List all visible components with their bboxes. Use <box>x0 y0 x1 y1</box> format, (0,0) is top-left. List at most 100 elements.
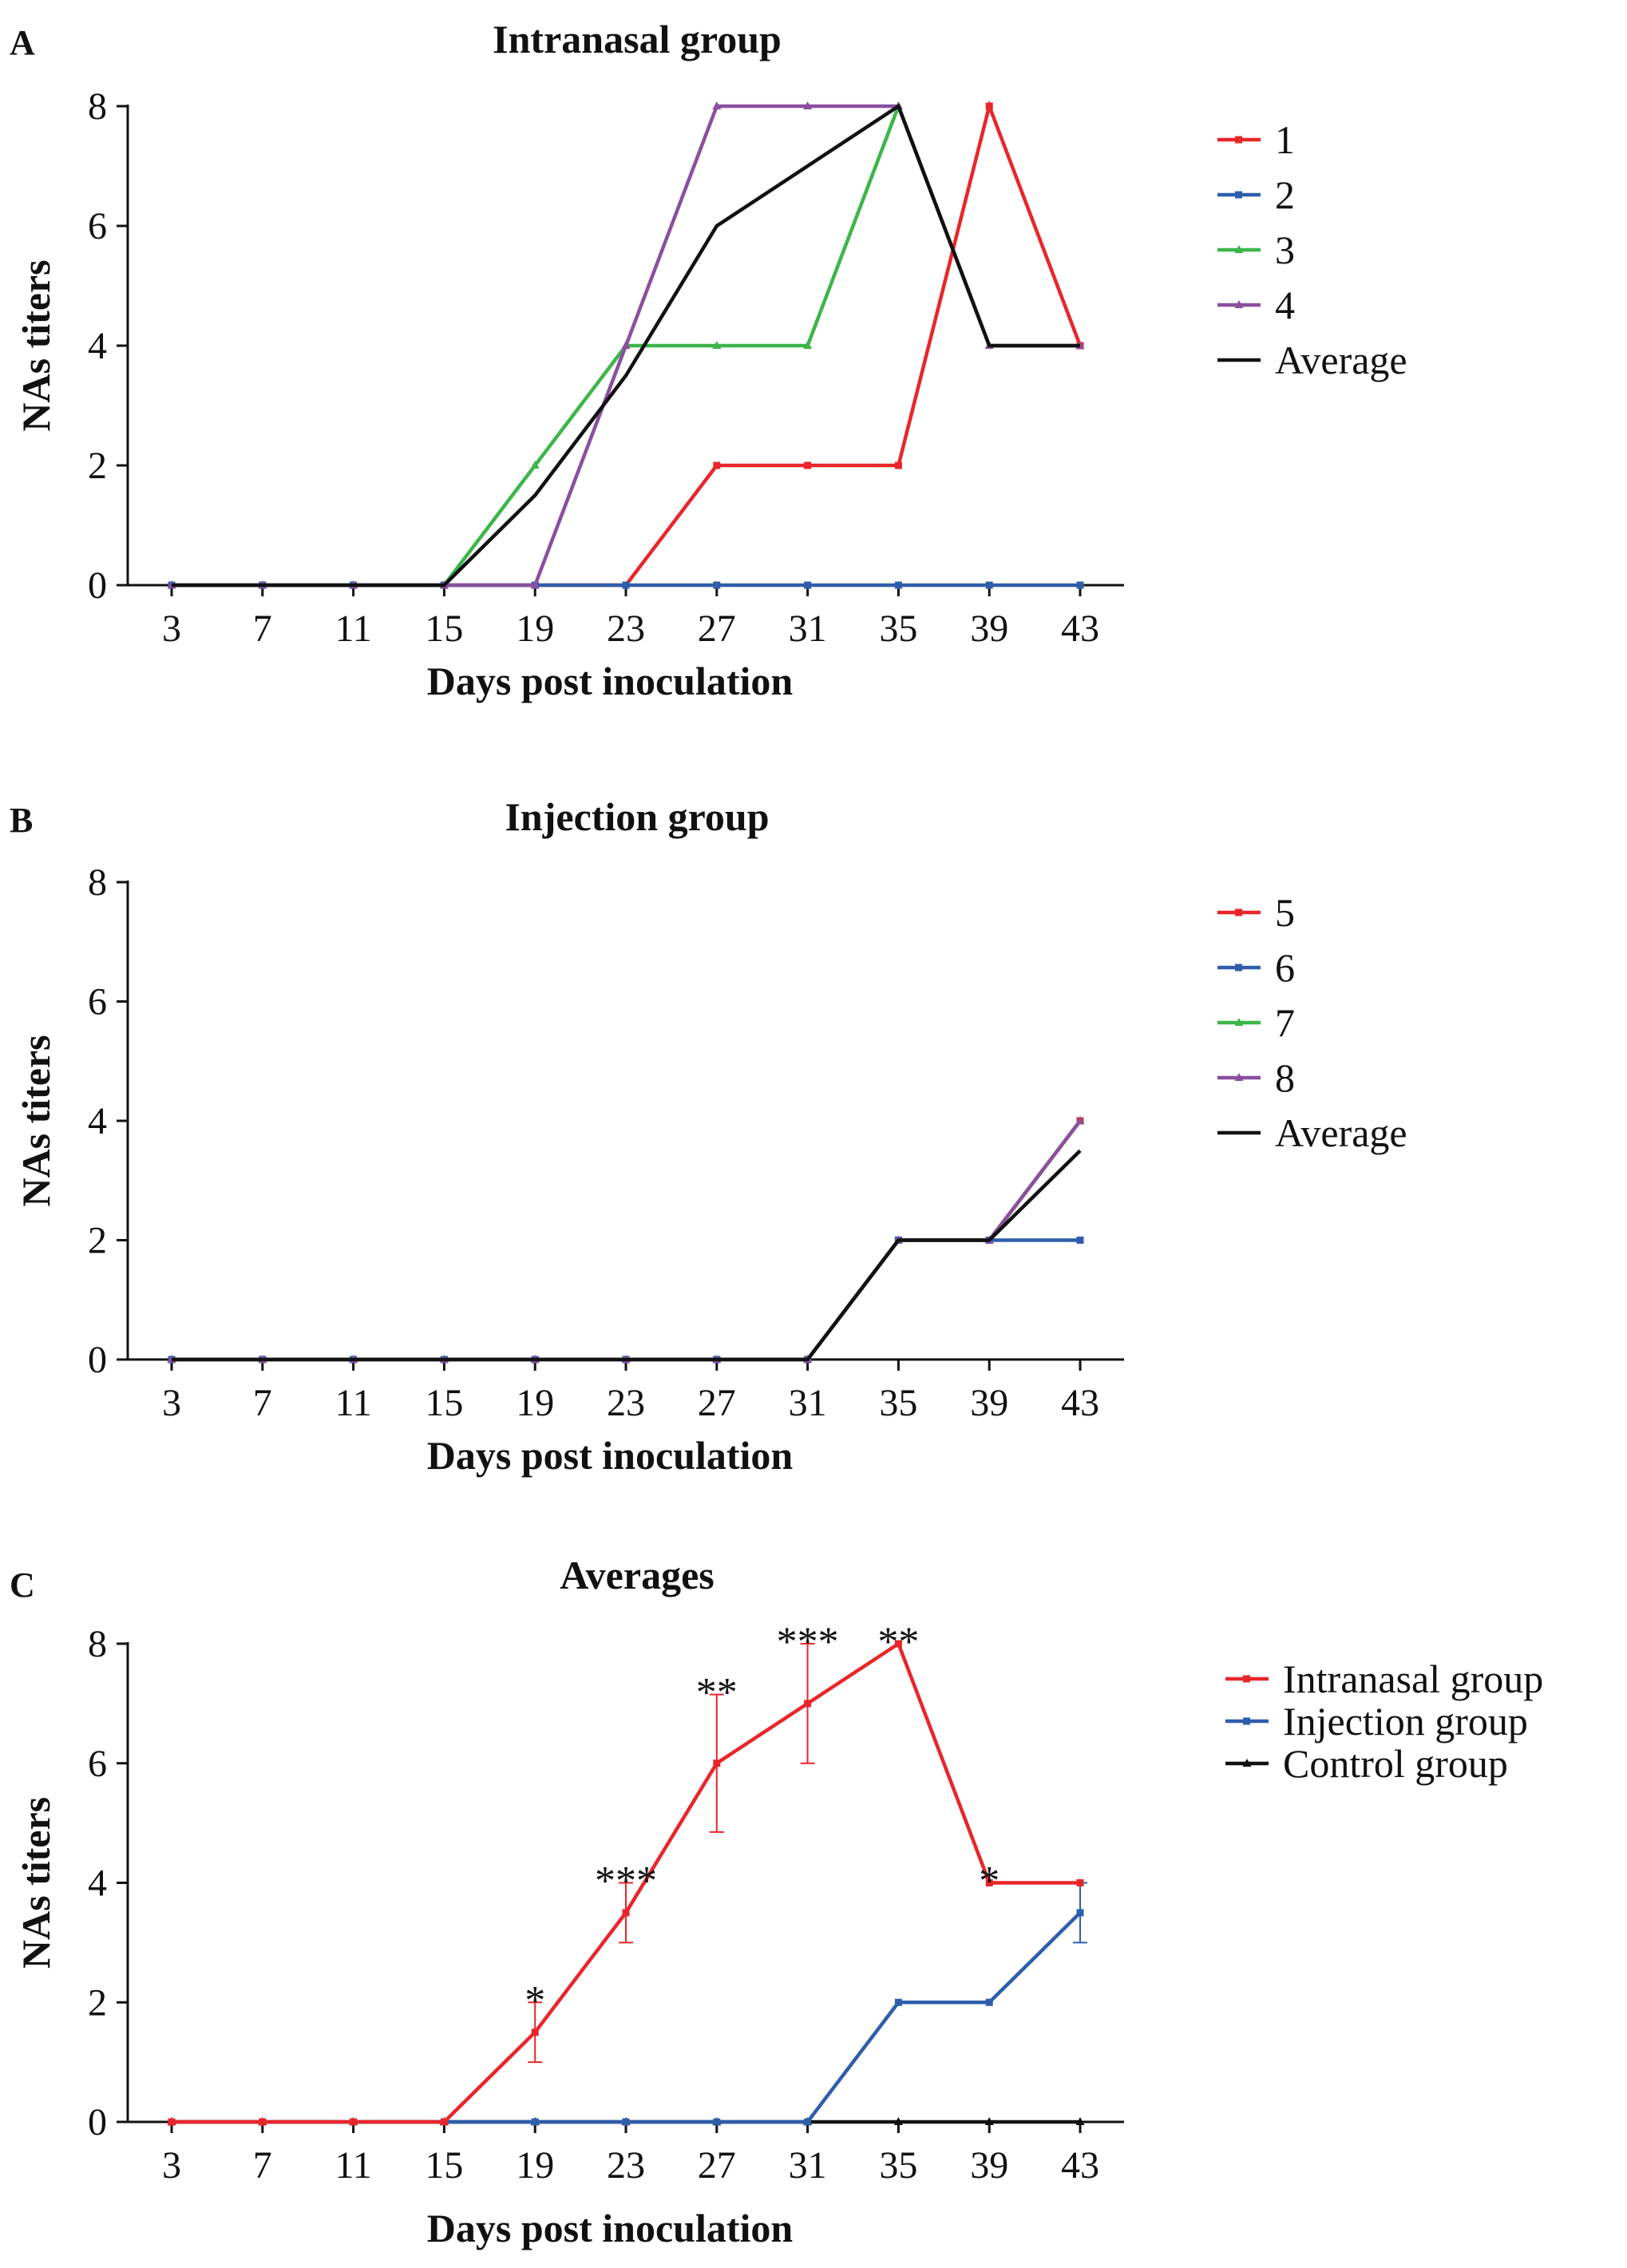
y-axis-label: NAs titers <box>14 1797 58 1969</box>
significance-stars: * <box>525 1978 545 2024</box>
legend-marker <box>1235 908 1242 916</box>
x-tick-label: 7 <box>253 608 272 650</box>
data-point <box>621 341 631 349</box>
x-tick-label: 35 <box>879 608 917 650</box>
data-point <box>713 2118 721 2126</box>
x-tick-label: 11 <box>335 1382 371 1424</box>
x-tick-label: 43 <box>1061 2144 1099 2187</box>
data-point <box>1075 1116 1085 1124</box>
x-tick-label: 19 <box>516 608 554 650</box>
y-tick-label: 6 <box>88 981 107 1023</box>
legend-item: Average <box>1217 1110 1407 1155</box>
series-average <box>172 1149 1082 1362</box>
series-line <box>172 1149 1082 1362</box>
x-tick-label: 27 <box>698 608 736 650</box>
legend-item: Control group <box>1225 1741 1508 1786</box>
legend-label: 4 <box>1275 283 1295 327</box>
legend: 1 2 3 4 Average <box>1217 117 1407 382</box>
data-point <box>804 1700 812 1708</box>
data-point <box>530 461 540 469</box>
data-point <box>713 1759 721 1767</box>
data-point <box>712 341 722 349</box>
series-line <box>172 1911 1082 2124</box>
data-point <box>803 341 813 349</box>
x-tick-label: 35 <box>879 2144 917 2187</box>
legend-item: 5 <box>1217 890 1295 935</box>
y-tick-label: 4 <box>88 1862 107 1905</box>
series-4 <box>167 101 1085 588</box>
significance-stars: * <box>979 1858 1000 1904</box>
data-point <box>531 2029 539 2036</box>
legend-label: 7 <box>1275 1000 1295 1045</box>
data-point <box>894 461 902 469</box>
x-tick-label: 27 <box>698 2144 736 2187</box>
data-point <box>168 2118 176 2126</box>
legend-item: 7 <box>1217 1000 1295 1045</box>
legend-marker <box>1234 245 1244 253</box>
legend-label: 2 <box>1275 172 1295 217</box>
legend-label: 8 <box>1275 1055 1295 1100</box>
y-tick-label: 6 <box>88 1743 107 1785</box>
x-tick-label: 19 <box>516 2144 554 2187</box>
legend-item: 8 <box>1217 1055 1295 1100</box>
x-tick-label: 11 <box>335 608 371 650</box>
legend-marker <box>1235 191 1242 199</box>
data-point <box>440 2118 448 2126</box>
legend-label: Intranasal group <box>1283 1656 1543 1701</box>
x-tick-label: 23 <box>607 1382 645 1424</box>
data-point <box>894 581 902 589</box>
series-line <box>172 1238 1080 1362</box>
significance-stars: *** <box>595 1858 657 1904</box>
data-point <box>713 581 721 589</box>
y-tick-label: 2 <box>88 445 107 487</box>
y-tick-label: 0 <box>88 2101 107 2143</box>
legend-marker <box>1234 300 1244 308</box>
x-tick-label: 39 <box>970 2144 1008 2187</box>
significance-stars: ** <box>877 1620 919 1665</box>
legend-label: 6 <box>1275 945 1295 990</box>
data-point <box>531 2118 539 2126</box>
data-point <box>985 1879 993 1886</box>
legend-marker <box>1243 1675 1250 1683</box>
series-6 <box>168 1237 1084 1364</box>
legend-label: 5 <box>1275 890 1295 935</box>
legend-item: 3 <box>1217 228 1295 272</box>
x-tick-label: 15 <box>425 1382 463 1424</box>
legend: 5 6 7 8 Average <box>1217 890 1407 1155</box>
y-tick-label: 6 <box>88 205 107 247</box>
x-tick-label: 3 <box>162 608 181 650</box>
y-tick-label: 2 <box>88 1981 107 2024</box>
x-tick-label: 43 <box>1061 1382 1099 1424</box>
x-tick-label: 27 <box>698 1382 736 1424</box>
x-tick-label: 39 <box>970 1382 1008 1424</box>
x-tick-label: 15 <box>425 2144 463 2187</box>
data-point <box>622 1909 630 1917</box>
data-point <box>350 2118 358 2126</box>
x-axis-label: Days post inoculation <box>427 1433 794 1478</box>
y-tick-label: 8 <box>88 85 107 128</box>
legend-marker <box>1235 136 1242 144</box>
series-injection-group <box>168 1882 1087 2126</box>
legend-label: 3 <box>1275 228 1295 272</box>
data-point <box>985 102 993 110</box>
x-tick-label: 39 <box>970 608 1008 650</box>
data-point <box>893 2117 903 2125</box>
panel-b: B Injection group 0 2 4 6 8 3 7 11 15 19 23 27 31 35 39 4… <box>10 794 1407 1478</box>
x-tick-label: 7 <box>253 2144 272 2187</box>
series-intranasal-group <box>168 1640 1084 2126</box>
data-point <box>713 461 721 469</box>
x-tick-label: 31 <box>789 2144 827 2187</box>
x-tick-label: 7 <box>253 1382 272 1424</box>
y-tick-label: 4 <box>88 1100 107 1142</box>
legend-item: 6 <box>1217 945 1295 990</box>
series-line <box>172 103 1080 588</box>
y-tick-label: 2 <box>88 1220 107 1262</box>
data-point <box>712 101 722 109</box>
significance-stars: *** <box>777 1620 839 1665</box>
x-axis-label: Days post inoculation <box>427 2206 794 2250</box>
chart-title: Injection group <box>505 794 769 839</box>
x-tick-label: 43 <box>1061 608 1099 650</box>
data-point <box>259 2118 267 2126</box>
